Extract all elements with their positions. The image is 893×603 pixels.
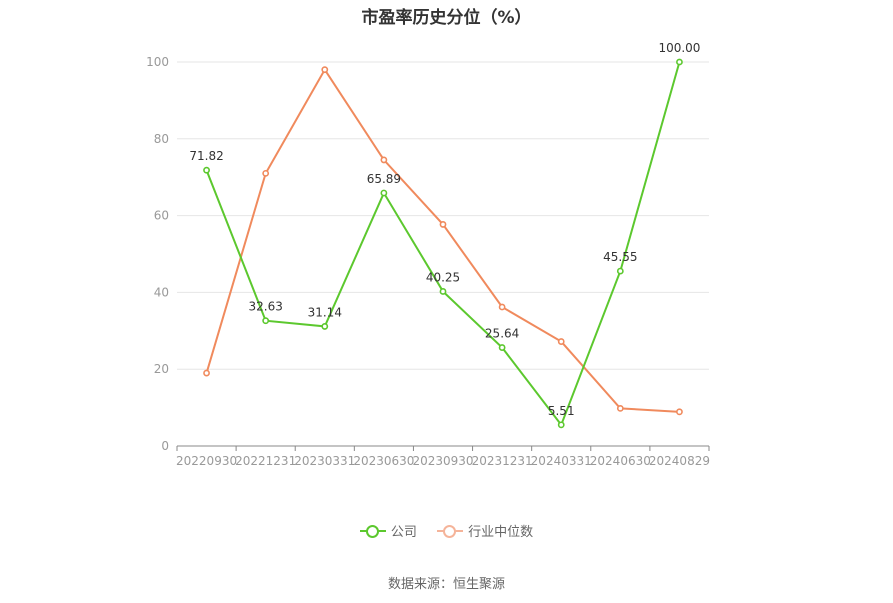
x-tick-label: 20230630	[353, 454, 414, 468]
y-tick-label: 0	[161, 439, 169, 453]
data-point-0	[557, 421, 565, 429]
x-tick-label: 20220930	[176, 454, 237, 468]
x-tick-label: 20240829	[649, 454, 710, 468]
y-tick-label: 80	[154, 132, 169, 146]
series-line-1	[205, 67, 680, 413]
data-point-1	[498, 303, 506, 311]
legend-company-marker	[359, 524, 386, 538]
data-label: 71.82	[189, 149, 223, 163]
x-tick-label: 20230930	[412, 454, 473, 468]
data-point-0	[676, 58, 683, 66]
data-point-0	[321, 323, 329, 330]
data-label: 45.55	[603, 250, 637, 264]
data-label: 25.64	[485, 327, 519, 341]
data-label: 100.00	[658, 41, 700, 55]
y-tick-label: 40	[154, 285, 169, 299]
x-tick-label: 20221231	[235, 454, 296, 468]
data-point-1	[676, 408, 683, 416]
data-point-0	[262, 317, 270, 325]
x-tick-label: 20230331	[294, 454, 355, 468]
legend-item-company[interactable]: 公司	[359, 521, 417, 540]
legend-industry-marker	[437, 524, 464, 538]
data-point-1	[203, 369, 210, 377]
data-point-0	[380, 189, 388, 197]
data-label: 32.63	[248, 300, 282, 314]
data-point-1	[439, 221, 447, 228]
data-point-1	[557, 338, 565, 345]
data-point-0	[616, 267, 624, 275]
data-point-0	[203, 166, 210, 174]
x-tick-label: 20240630	[590, 454, 651, 468]
data-point-1	[380, 156, 388, 164]
series-line-0	[205, 61, 681, 427]
data-label: 5.51	[548, 404, 575, 418]
chart-title: 市盈率历史分位（%）	[361, 8, 532, 28]
data-source: 数据来源：恒生聚源	[387, 577, 505, 592]
legend-item-industry[interactable]: 行业中位数	[437, 521, 533, 540]
data-label: 31.14	[308, 305, 342, 319]
data-point-1	[321, 66, 329, 74]
y-tick-label: 100	[146, 55, 169, 69]
legend-industry-label: 行业中位数	[468, 525, 534, 540]
data-point-1	[262, 169, 270, 177]
x-tick-label: 20240331	[531, 454, 592, 468]
data-point-1	[616, 404, 624, 412]
data-labels: 71.82 32.63 31.14 65.89 40.25 25.64 5.51 45.55 1…	[189, 41, 700, 418]
legend-company-label: 公司	[390, 525, 417, 540]
legend: 公司 行业中位数	[0, 521, 893, 542]
y-tick-label: 20	[154, 362, 169, 376]
series-lines	[203, 58, 683, 429]
data-point-0	[498, 344, 506, 351]
data-label: 40.25	[426, 270, 460, 284]
axes: 0204060801002022093020221231202303312023…	[146, 55, 710, 468]
data-label: 65.89	[367, 172, 401, 186]
grid-lines	[177, 61, 709, 370]
data-point-0	[439, 288, 447, 295]
x-tick-label: 20231231	[472, 454, 533, 468]
y-tick-label: 60	[154, 209, 169, 223]
